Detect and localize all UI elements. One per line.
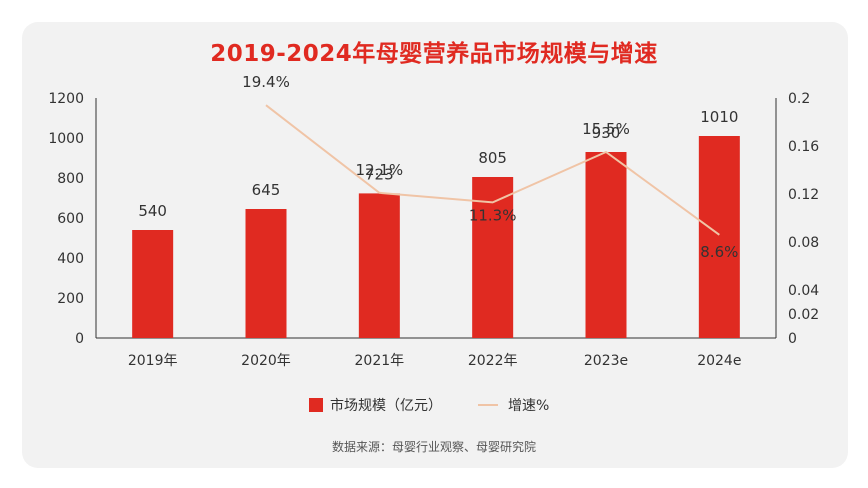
legend-label-line: 增速%	[508, 398, 549, 414]
y-tick-label-left: 0	[75, 331, 84, 347]
growth-line	[265, 104, 720, 236]
y-tick-label-left: 1200	[48, 91, 84, 107]
x-tick-label: 2022年	[468, 353, 518, 369]
y-tick-label-right: 0.02	[788, 307, 819, 323]
bar-data-label: 723	[365, 165, 394, 183]
y-tick-label-left: 200	[57, 291, 84, 307]
y-tick-label-right: 0.2	[788, 91, 810, 107]
chart-title: 2019-2024年母婴营养品市场规模与增速	[210, 41, 658, 67]
line-data-label: 8.6%	[700, 243, 738, 261]
bar-data-label: 540	[138, 202, 167, 220]
source-note: 数据来源：母婴行业观察、母婴研究院	[331, 440, 536, 454]
y-tick-label-right: 0.04	[788, 283, 819, 299]
x-tick-label: 2019年	[128, 353, 178, 369]
y-tick-label-left: 400	[57, 251, 84, 267]
bar	[358, 193, 400, 338]
line-data-label: 15.5%	[582, 120, 630, 138]
x-tick-label: 2020年	[241, 353, 291, 369]
bar-data-label: 930	[592, 124, 621, 142]
legend-label-bar: 市场规模（亿元）	[330, 397, 442, 414]
y-tick-label-right: 0	[788, 331, 797, 347]
y-tick-label-right: 0.16	[788, 139, 819, 155]
y-tick-label-left: 600	[57, 211, 84, 227]
bar	[585, 152, 627, 338]
line-data-label: 11.3%	[469, 206, 517, 224]
legend-swatch-bar	[309, 398, 323, 412]
line-data-label: 19.4%	[242, 73, 290, 91]
y-tick-label-left: 1000	[48, 131, 84, 147]
y-tick-label-left: 800	[57, 171, 84, 187]
bar	[245, 209, 287, 338]
y-tick-label-right: 0.08	[788, 235, 819, 251]
bar	[698, 136, 740, 338]
bar	[132, 230, 174, 338]
bar-data-label: 1010	[700, 108, 738, 126]
bar-data-label: 645	[252, 181, 281, 199]
bar	[472, 177, 514, 338]
x-tick-label: 2024e	[697, 353, 741, 369]
x-tick-label: 2023e	[584, 353, 628, 369]
x-tick-label: 2021年	[355, 353, 405, 369]
line-data-label: 12.1%	[356, 161, 404, 179]
bar-data-label: 805	[478, 149, 507, 167]
y-tick-label-right: 0.12	[788, 187, 819, 203]
